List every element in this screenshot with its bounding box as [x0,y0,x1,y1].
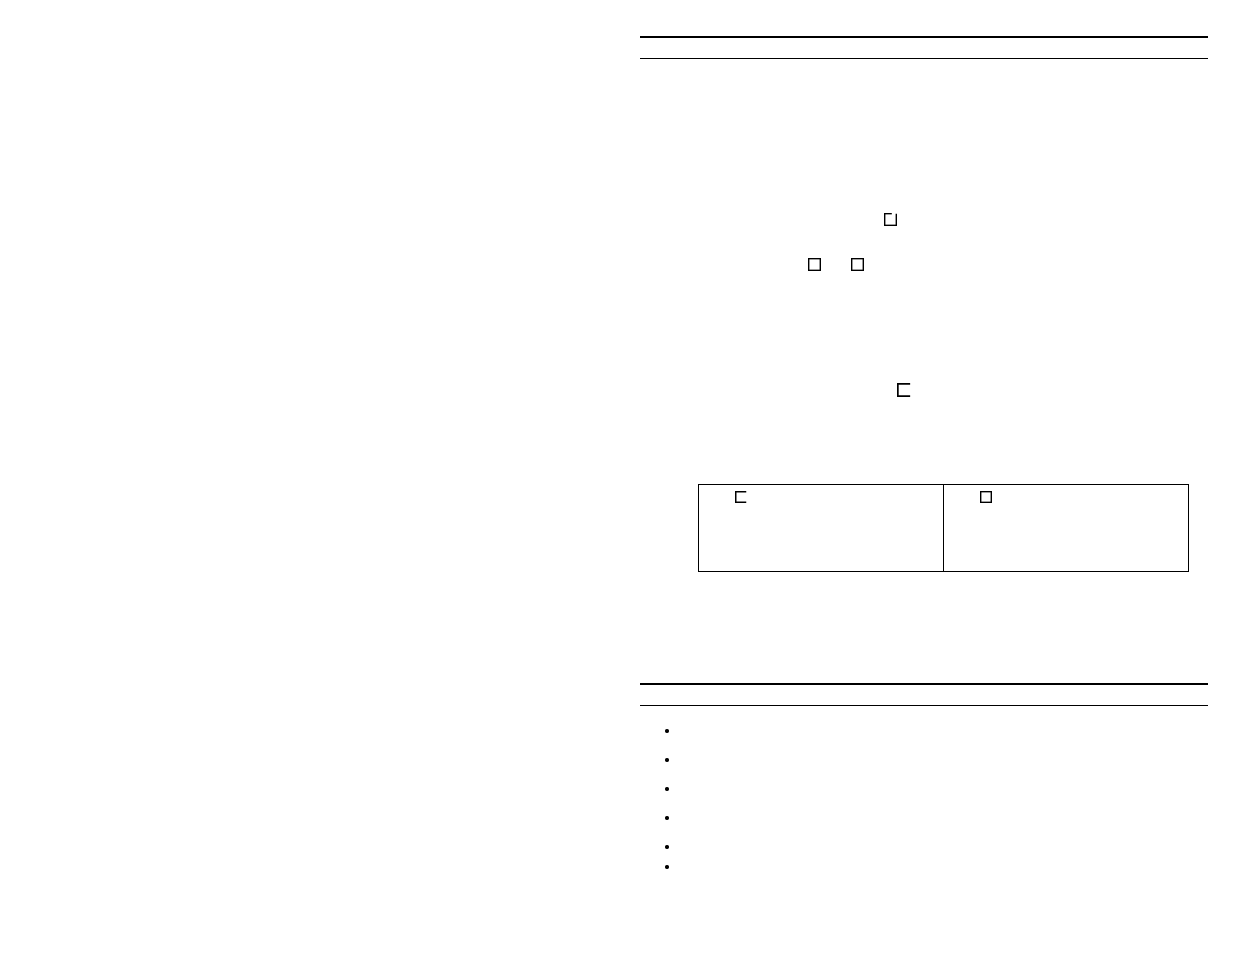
bullet-list [656,724,684,874]
list-item [680,860,684,874]
table-row [699,485,1188,571]
section2-rule-outer [640,683,1208,685]
section2-rule-inner [640,705,1208,706]
square-glyph [851,258,864,271]
list-item [680,753,684,767]
square-glyph [808,258,821,271]
info-table [698,484,1189,572]
section1-rule-outer [640,36,1208,38]
list-item [680,782,684,796]
table-cell [944,485,1188,571]
cell-glyph-icon [980,491,992,506]
cell-glyph-icon [735,491,747,506]
page [0,0,1235,954]
list-item [680,840,684,854]
square-glyph [897,383,911,397]
section1-rule-inner [640,58,1208,59]
list-item [680,724,684,738]
square-glyph [884,213,897,226]
table-cell [699,485,944,571]
list-item [680,811,684,825]
